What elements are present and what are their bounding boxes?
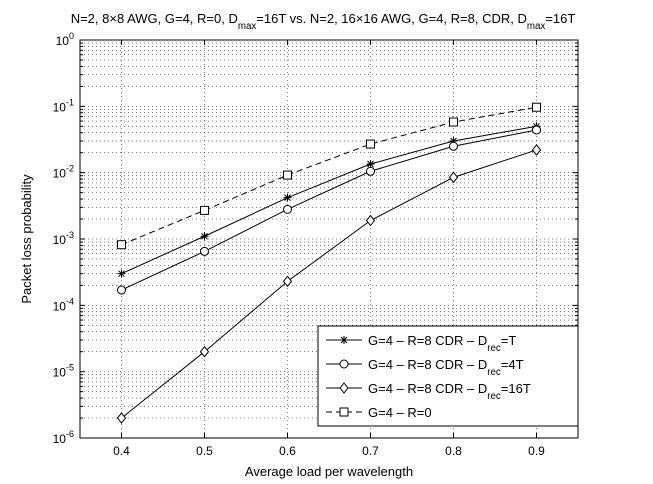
data-point-r0 — [117, 240, 126, 250]
legend-marker — [340, 336, 348, 344]
series-layer — [116, 102, 542, 424]
data-point-drec-4t — [283, 204, 292, 214]
data-point-drec-t — [200, 232, 209, 241]
legend: G=4 – R=8 CDR – Drec=T G=4 – R=8 CDR – Dr… — [317, 325, 579, 427]
series-drec-4t — [117, 125, 541, 295]
legend-marker — [339, 407, 349, 417]
data-point-drec-4t — [200, 246, 209, 256]
data-point-r0 — [366, 139, 375, 149]
legend-box — [317, 325, 579, 427]
legend-item-r0: G=4 – R=0 — [326, 405, 432, 420]
data-point-r0 — [283, 170, 292, 180]
x-tick-label: 0.5 — [196, 444, 213, 458]
data-point-drec-t — [117, 269, 126, 278]
y-tick-label: 10-4 — [53, 296, 74, 313]
data-point-drec-4t — [117, 285, 126, 295]
series-line-drec-4t — [121, 129, 537, 291]
series-line-r0 — [121, 106, 537, 246]
chart-title: N=2, 8×8 AWG, G=4, R=0, Dmax=16T vs. N=2… — [71, 11, 576, 32]
data-point-drec-16t — [116, 412, 127, 424]
legend-item-drec-4t: G=4 – R=8 CDR – Drec=4T — [326, 357, 524, 378]
legend-label: G=4 – R=8 CDR – Drec=16T — [368, 381, 531, 402]
series-line-drec-16t — [121, 149, 537, 419]
x-tick-label: 0.8 — [445, 444, 462, 458]
y-tick-label: 10-1 — [53, 97, 74, 114]
legend-item-drec-t: G=4 – R=8 CDR – Drec=T — [326, 333, 516, 354]
data-point-r0 — [449, 117, 458, 127]
grid — [80, 40, 578, 438]
y-tick-label: 10-5 — [53, 363, 74, 380]
data-point-drec-4t — [366, 166, 375, 176]
data-point-drec-16t — [282, 275, 293, 288]
x-tick-label: 0.7 — [362, 444, 379, 458]
series-line-drec-t — [121, 125, 537, 275]
y-tick-label: 10-6 — [53, 429, 74, 446]
legend-label: G=4 – R=0 — [368, 405, 432, 420]
data-point-drec-4t — [449, 141, 458, 151]
series-drec-16t — [116, 144, 542, 424]
series-drec-t — [117, 122, 541, 278]
legend-label: G=4 – R=8 CDR – Drec=T — [368, 333, 516, 354]
y-tick-label: 10-3 — [53, 230, 74, 247]
data-point-drec-16t — [199, 345, 210, 358]
y-tick-label: 10-2 — [53, 164, 74, 181]
data-point-drec-4t — [532, 125, 541, 135]
x-tick-label: 0.6 — [279, 444, 296, 458]
data-point-drec-t — [449, 137, 458, 146]
series-r0 — [117, 102, 541, 250]
x-tick-label: 0.9 — [528, 444, 545, 458]
data-point-drec-t — [283, 193, 292, 202]
data-point-drec-16t — [448, 171, 459, 184]
legend-item-drec-16t: G=4 – R=8 CDR – Drec=16T — [326, 381, 531, 402]
legend-marker — [339, 382, 349, 394]
legend-marker — [339, 359, 349, 369]
y-axis-label: Packet loss probability — [19, 174, 34, 304]
y-tick-label: 100 — [56, 31, 74, 48]
x-tick-label: 0.4 — [113, 444, 130, 458]
axis-ticks: 0.4 0.5 0.6 0.7 0.8 0.9 10-6 10-5 10-4 10-3 10-2 10… — [53, 31, 578, 458]
data-point-drec-16t — [531, 144, 542, 156]
data-point-r0 — [200, 205, 209, 215]
data-point-r0 — [532, 102, 541, 112]
legend-label: G=4 – R=8 CDR – Drec=4T — [368, 357, 524, 378]
x-axis-label: Average load per wavelength — [245, 464, 413, 479]
data-point-drec-t — [366, 160, 375, 169]
data-point-drec-16t — [365, 214, 376, 227]
